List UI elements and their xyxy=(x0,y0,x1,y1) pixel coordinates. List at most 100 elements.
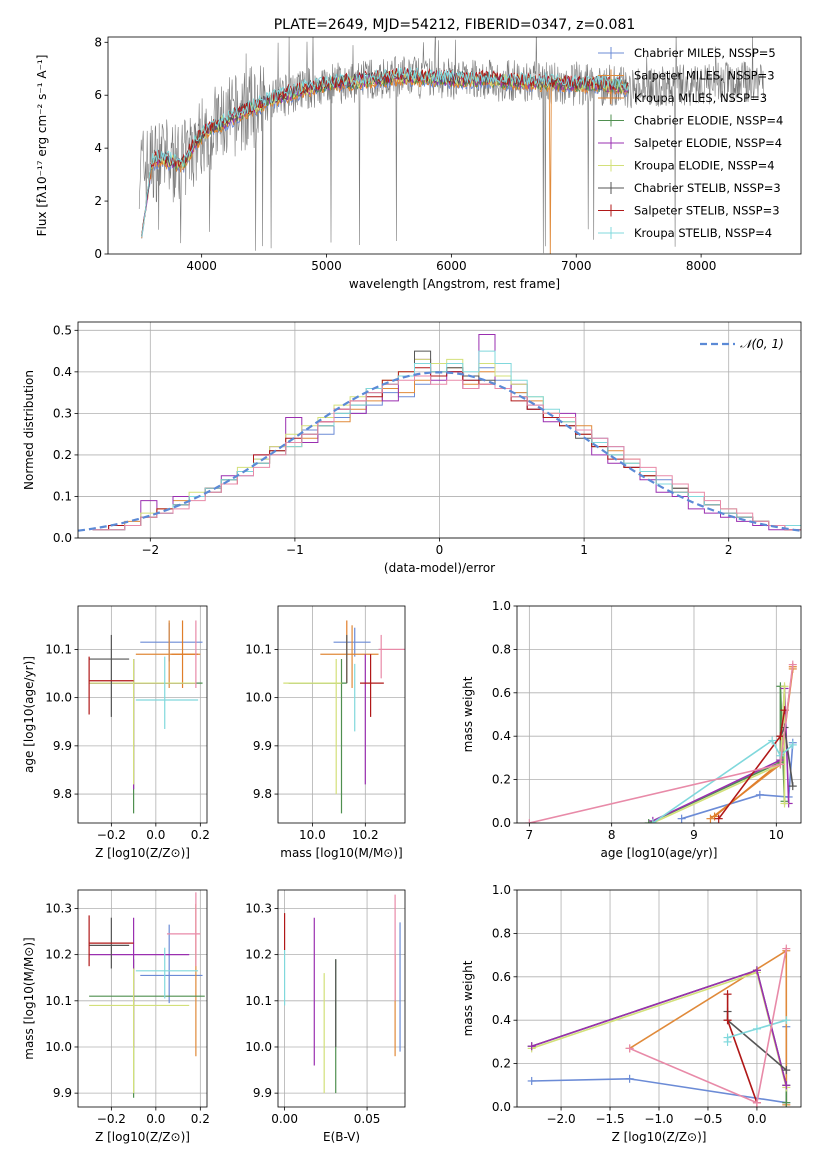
panel-age-vs-Z: −0.2 0.0 0.2 9.8 9.9 10.0 10.1 Z [log10(Z/Z⊙)] a… xyxy=(22,605,210,860)
panel-weight-vs-Z: −2.0 −1.5 −1.0 −0.5 0.0 0.0 0.2 0.4 0.6 0.8 1.0 Z [… xyxy=(461,883,802,1144)
errorbar-point xyxy=(135,947,199,999)
y-tick-label: 8 xyxy=(94,35,102,49)
axes-frame xyxy=(77,889,208,1108)
errorbar-point xyxy=(360,654,384,717)
x-axis-label: wavelength [Angstrom, rest frame] xyxy=(349,277,560,291)
plot-area xyxy=(525,660,797,823)
errorbar-point xyxy=(320,625,379,688)
y-tick-label: 10.1 xyxy=(45,994,72,1008)
errorbar-point xyxy=(88,915,134,967)
panel-age-vs-mass: 10.0 10.2 9.8 9.9 10.0 10.1 mass [log10(M/M⊙)] xyxy=(245,605,406,860)
y-tick-label: 0.4 xyxy=(53,365,72,379)
y-tick-label: 1.0 xyxy=(492,883,511,897)
errorbar-point xyxy=(378,634,405,679)
errorbar-point xyxy=(88,656,134,715)
y-tick-label: 0.2 xyxy=(492,773,511,787)
x-axis-label: age [log10(age/yr)] xyxy=(601,846,718,860)
histogram-series-5 xyxy=(92,367,801,531)
x-tick-label: 0.0 xyxy=(747,1112,766,1126)
plot-area xyxy=(527,944,791,1107)
x-tick-label: 2 xyxy=(725,543,733,557)
y-tick-label: 9.9 xyxy=(53,1086,72,1100)
panel-weight-vs-age: 7 8 9 10 0.0 0.2 0.4 0.6 0.8 1.0 age [log10(age/yr… xyxy=(461,599,802,860)
y-tick-label: 1.0 xyxy=(492,599,511,613)
x-axis-label: Z [log10(Z/Z⊙)] xyxy=(95,1130,190,1144)
y-tick-label: 0 xyxy=(94,247,102,261)
y-tick-label: 2 xyxy=(94,194,102,208)
axes-frame xyxy=(77,605,208,824)
legend: Chabrier MILES, NSSP=5 Salpeter MILES, NS… xyxy=(598,46,783,240)
x-tick-label: 0 xyxy=(436,543,444,557)
errorbar-point xyxy=(171,620,199,688)
y-tick-label: 9.9 xyxy=(253,739,272,753)
weight-line-3 xyxy=(648,686,786,823)
y-tick-label: 0.2 xyxy=(53,448,72,462)
y-tick-label: 0.4 xyxy=(492,1013,511,1027)
y-tick-label: 0.5 xyxy=(53,323,72,337)
x-tick-label: 0.0 xyxy=(146,1112,165,1126)
model-line-8 xyxy=(141,67,629,238)
errorbar-point xyxy=(135,656,199,729)
y-tick-label: 9.8 xyxy=(253,787,272,801)
y-tick-label: 0.1 xyxy=(53,489,72,503)
y-tick-label: 10.2 xyxy=(245,948,272,962)
y-tick-label: 0.4 xyxy=(492,729,511,743)
y-tick-label: 0.6 xyxy=(492,970,511,984)
panel-mass-vs-Z: −0.2 0.0 0.2 9.9 10.0 10.1 10.2 10.3 Z [log10(Z/… xyxy=(22,889,210,1144)
y-tick-label: 0.0 xyxy=(492,816,511,830)
x-axis-label: Z [log10(Z/Z⊙)] xyxy=(95,846,190,860)
legend-entry: Chabrier STELIB, NSSP=3 xyxy=(634,181,781,195)
axes-frame xyxy=(277,605,406,824)
x-tick-label: 0.2 xyxy=(191,828,210,842)
x-tick-label: 10.2 xyxy=(352,828,379,842)
y-tick-label: 9.9 xyxy=(253,1086,272,1100)
legend-entry: 𝒩(0, 1) xyxy=(740,337,784,351)
y-tick-label: 0.2 xyxy=(492,1057,511,1071)
y-tick-label: 10.0 xyxy=(45,691,72,705)
errorbar-point xyxy=(166,892,201,967)
weight-line-5 xyxy=(652,686,786,823)
x-tick-label: −0.5 xyxy=(693,1112,722,1126)
panel-spectrum: 4000 5000 6000 7000 8000 0 2 4 6 8 wavelength [Ang… xyxy=(35,17,802,291)
legend-entry: Chabrier ELODIE, NSSP=4 xyxy=(634,114,783,128)
legend-entry: Salpeter STELIB, NSSP=3 xyxy=(634,204,780,218)
errorbar-point xyxy=(89,917,190,1047)
y-tick-label: 10.2 xyxy=(45,948,72,962)
y-axis-label: mass weight xyxy=(461,960,475,1036)
legend-entry: Chabrier MILES, NSSP=5 xyxy=(634,46,776,60)
histogram-series-3 xyxy=(92,358,801,531)
x-tick-label: 0.00 xyxy=(271,1112,298,1126)
x-tick-label: 7 xyxy=(526,828,534,842)
weight-line-4 xyxy=(652,688,790,822)
y-tick-label: 6 xyxy=(94,88,102,102)
x-tick-label: −1.0 xyxy=(644,1112,673,1126)
y-tick-label: 0.8 xyxy=(492,642,511,656)
y-tick-label: 10.1 xyxy=(245,994,272,1008)
y-tick-label: 9.9 xyxy=(53,739,72,753)
y-axis-label: mass weight xyxy=(461,676,475,752)
x-tick-label: 5000 xyxy=(311,259,342,273)
y-axis-label: Flux [fλ10⁻¹⁷ erg cm⁻² s⁻¹ A⁻¹] xyxy=(35,55,49,237)
errorbar-point xyxy=(140,924,203,1004)
x-tick-label: 1 xyxy=(580,543,588,557)
errorbar-point xyxy=(89,959,205,1098)
histogram-series-7 xyxy=(92,375,801,531)
y-tick-label: 10.0 xyxy=(245,691,272,705)
errorbar-point xyxy=(89,659,203,814)
x-tick-label: 10 xyxy=(769,828,784,842)
plot-area xyxy=(283,620,405,814)
errorbar-point xyxy=(140,622,203,662)
axes-frame xyxy=(277,889,406,1108)
y-tick-label: 0.6 xyxy=(492,686,511,700)
x-tick-label: −2.0 xyxy=(546,1112,575,1126)
axes-frame xyxy=(107,36,802,255)
y-tick-label: 10.0 xyxy=(245,1040,272,1054)
plot-area xyxy=(78,334,801,532)
legend-entry: Salpeter ELODIE, NSSP=4 xyxy=(634,136,782,150)
errorbar-point xyxy=(283,659,342,795)
x-tick-label: −1.5 xyxy=(595,1112,624,1126)
x-axis-label: mass [log10(M/M⊙)] xyxy=(280,846,402,860)
y-tick-label: 0.0 xyxy=(53,531,72,545)
legend-entry: Salpeter MILES, NSSP=3 xyxy=(634,69,775,83)
x-tick-label: −0.2 xyxy=(97,1112,126,1126)
